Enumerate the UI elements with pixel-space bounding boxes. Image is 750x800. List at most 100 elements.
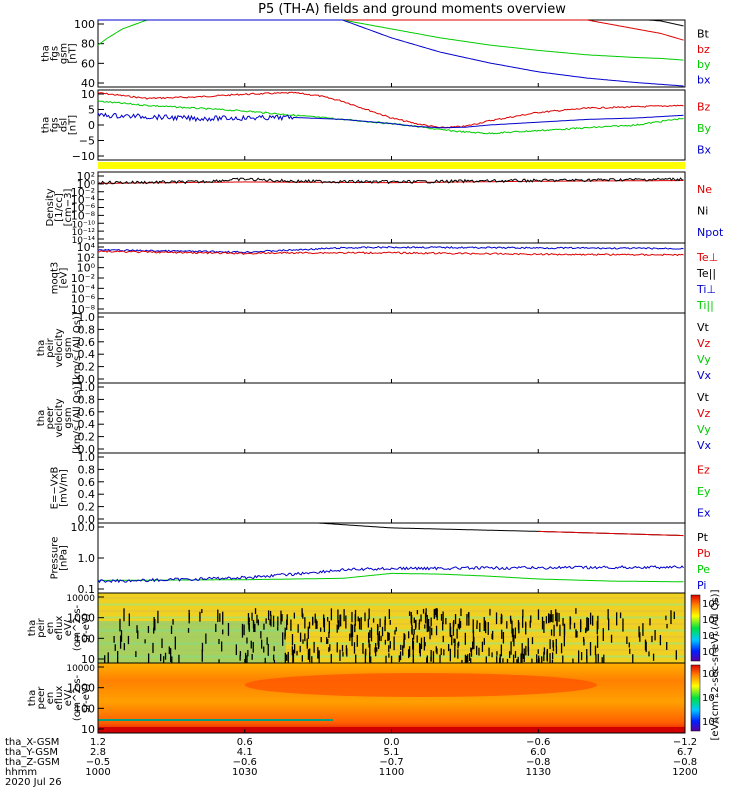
quality-flag-bar xyxy=(98,162,685,169)
heatmap-dropout xyxy=(172,619,174,625)
heatmap-dropout xyxy=(349,633,351,641)
y-axis-label-line: peir xyxy=(36,617,47,637)
heatmap-dropout xyxy=(243,624,245,636)
heatmap-dropout xyxy=(127,635,130,645)
y-tick-label: −5 xyxy=(79,135,95,148)
heatmap-dropout xyxy=(468,612,470,626)
y-axis-label-line: eV/ xyxy=(63,689,74,706)
heatmap-dropout xyxy=(248,620,250,630)
heatmap-dropout xyxy=(388,653,390,658)
heatmap-dropout xyxy=(399,651,402,661)
heatmap-dropout xyxy=(514,627,517,639)
heatmap-dropout xyxy=(246,655,248,664)
heatmap-dropout xyxy=(293,612,296,619)
legend-entry: Pb xyxy=(697,547,711,560)
heatmap-dropout xyxy=(452,621,455,636)
legend-entry: Vy xyxy=(697,423,711,436)
heatmap-dropout xyxy=(388,609,391,620)
y-tick-label: 0 xyxy=(88,119,95,132)
heatmap-dropout xyxy=(227,622,230,636)
heatmap-dropout xyxy=(330,608,333,621)
heatmap-dropout xyxy=(440,648,442,656)
heatmap-dropout xyxy=(247,649,249,657)
heatmap-dropout xyxy=(408,631,410,639)
heatmap-dropout xyxy=(622,618,624,632)
heatmap-dropout xyxy=(337,621,340,630)
legend-entry: By xyxy=(697,122,712,135)
heatmap-dropout xyxy=(435,608,437,618)
legend-entry: bz xyxy=(697,43,710,56)
heatmap-dropout xyxy=(170,625,173,634)
ephemeris-value: 1000 xyxy=(85,767,110,778)
panel-peer_vel: 1.00.80.60.40.20.0thapeervelocitygsm[km/… xyxy=(36,381,712,456)
heatmap-dropout xyxy=(541,616,544,630)
legend-entry: Vt xyxy=(697,321,710,334)
heatmap-dropout xyxy=(651,635,653,643)
heatmap-dropout xyxy=(666,623,668,629)
heatmap-dropout xyxy=(563,623,566,637)
heatmap-dropout xyxy=(306,638,308,647)
heatmap-dropout xyxy=(323,614,325,624)
heatmap-dropout xyxy=(342,652,344,657)
heatmap-dropout xyxy=(299,632,302,642)
heatmap-dropout xyxy=(345,645,348,655)
heatmap-dropout xyxy=(291,634,294,646)
heatmap-dropout xyxy=(489,608,491,616)
heatmap-dropout xyxy=(525,645,527,656)
heatmap-dropout xyxy=(602,628,604,641)
y-tick-label: 0.0 xyxy=(78,513,96,526)
heatmap-dropout xyxy=(147,653,150,666)
heatmap-dropout xyxy=(201,642,204,652)
y-tick-label: 100 xyxy=(74,702,95,715)
y-axis-label-line: en xyxy=(45,692,56,705)
heatmap-dropout xyxy=(123,643,125,651)
heatmap-dropout xyxy=(666,641,668,650)
ephemeris-value: 1100 xyxy=(379,767,404,778)
heatmap-dropout xyxy=(265,618,267,624)
heatmap-dropout xyxy=(585,627,587,634)
heatmap-dropout xyxy=(460,608,462,617)
heatmap-dropout xyxy=(378,631,381,641)
heatmap-dropout xyxy=(327,638,329,644)
ephemeris-value: −0.5 xyxy=(86,757,110,768)
heatmap-dropout xyxy=(510,618,512,624)
y-tick-label: 0.8 xyxy=(78,323,96,336)
y-axis-label-line: fgs xyxy=(50,117,61,132)
heatmap-dropout xyxy=(607,618,610,631)
heatmap-dropout xyxy=(418,642,421,654)
legend-entry: Vy xyxy=(697,353,711,366)
panel-frame xyxy=(97,452,686,524)
legend-entry: by xyxy=(697,58,711,71)
colorbar-tick-label: 10² xyxy=(702,717,719,728)
heatmap-dropout xyxy=(508,651,511,659)
panel-efield: 1.00.80.60.40.20.0 E=−VxB[mV/m] Ez Ey Ex xyxy=(50,451,711,526)
heatmap-dropout xyxy=(257,619,260,626)
heatmap-dropout xyxy=(527,638,529,652)
heatmap-dropout xyxy=(424,642,426,647)
heatmap-dropout xyxy=(639,632,641,642)
heatmap-dropout xyxy=(443,649,445,656)
heatmap-dropout xyxy=(440,614,443,621)
heatmap-dropout xyxy=(467,654,469,663)
heatmap-dropout xyxy=(556,612,558,627)
heatmap-dropout xyxy=(673,611,675,620)
heatmap-dropout xyxy=(221,641,223,652)
heatmap-dropout xyxy=(576,631,578,638)
y-tick-label: 1000 xyxy=(67,612,95,625)
chart-title: P5 (TH-A) fields and ground moments over… xyxy=(258,2,566,17)
heatmap-band xyxy=(98,603,685,606)
heatmap-dropout xyxy=(379,618,381,628)
heatmap-dropout xyxy=(425,608,427,617)
heatmap-dropout xyxy=(470,647,472,653)
y-axis-label-line: peer xyxy=(45,406,56,430)
heatmap-dropout xyxy=(555,609,557,622)
y-axis-label-line: velocity xyxy=(54,328,65,367)
heatmap-dropout xyxy=(328,620,331,634)
y-axis-label-line: Density xyxy=(45,188,56,226)
y-axis-label-line: gsm xyxy=(59,43,70,64)
y-tick-label: 0.6 xyxy=(78,336,96,349)
y-axis-label-line: gsm xyxy=(63,337,74,358)
legend-entry: Bt xyxy=(697,28,710,41)
heatmap-dropout xyxy=(610,634,613,643)
